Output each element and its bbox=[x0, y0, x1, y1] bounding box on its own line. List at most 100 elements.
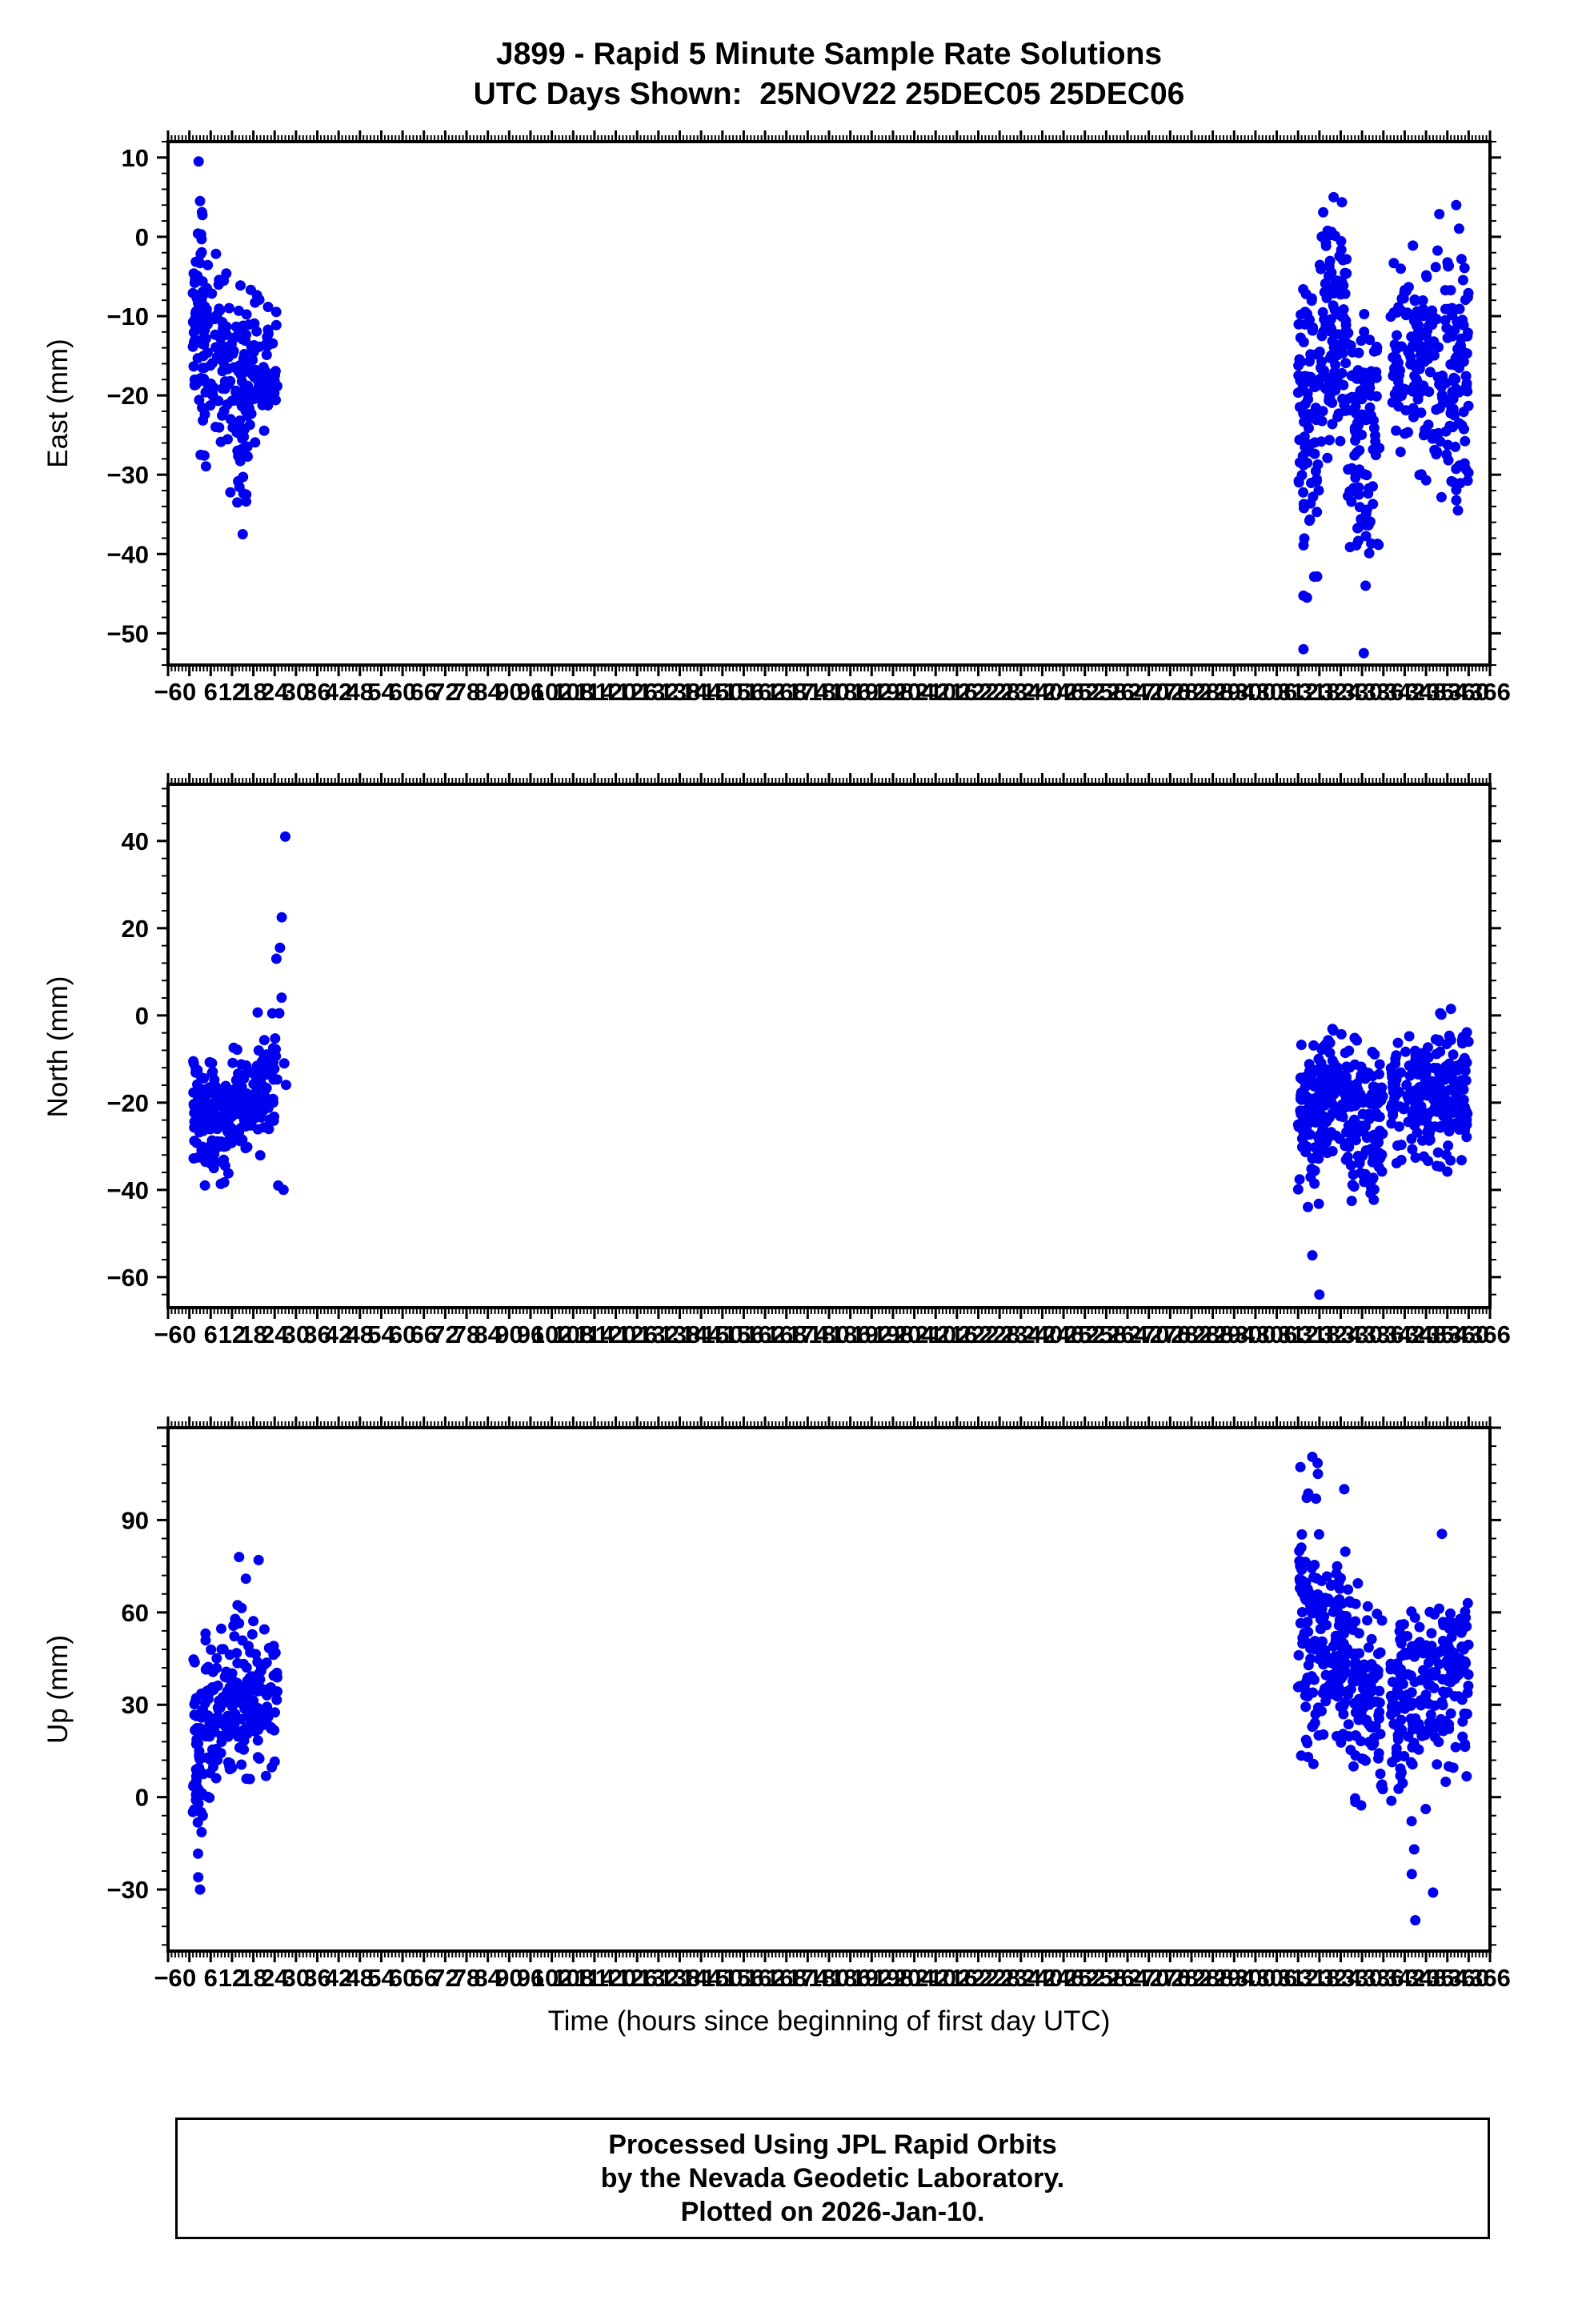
north-x-tick-label: 228 bbox=[979, 1320, 1020, 1348]
east-x-tick-label: 192 bbox=[851, 678, 892, 706]
up-x-tick-label: 144 bbox=[680, 1964, 722, 1992]
up-x-tick-label: 96 bbox=[517, 1964, 544, 1992]
north-x-tick-label: 168 bbox=[766, 1320, 807, 1348]
east-x-tick-label: 12 bbox=[218, 678, 246, 706]
east-x-tick-label: 66 bbox=[410, 678, 437, 706]
north-y-tick-label: 0 bbox=[135, 1002, 149, 1030]
east-x-tick-label: 144 bbox=[680, 678, 722, 706]
north-x-tick-label: 24 bbox=[261, 1320, 289, 1348]
up-x-tick-label: 78 bbox=[453, 1964, 480, 1992]
north-x-tick-label: 42 bbox=[325, 1320, 352, 1348]
up-x-tick-label: 162 bbox=[744, 1964, 786, 1992]
east-x-tick-label: 270 bbox=[1128, 678, 1170, 706]
east-x-tick-label: 366 bbox=[1469, 678, 1511, 706]
north-x-tick-label: 240 bbox=[1022, 1320, 1063, 1348]
north-x-tick-label: 120 bbox=[595, 1320, 637, 1348]
east-x-tick-label: 318 bbox=[1299, 678, 1340, 706]
north-x-tick-label: 126 bbox=[616, 1320, 658, 1348]
north-x-tick-label: 264 bbox=[1107, 1320, 1148, 1348]
east-x-tick-label: 228 bbox=[979, 678, 1020, 706]
east-y-tick-label: −10 bbox=[106, 303, 149, 331]
north-x-tick-label: 300 bbox=[1235, 1320, 1276, 1348]
up-x-tick-label: 102 bbox=[531, 1964, 573, 1992]
up-x-tick-label: 324 bbox=[1320, 1964, 1362, 1992]
north-x-tick-label: 252 bbox=[1064, 1320, 1106, 1348]
east-x-tick-label: 204 bbox=[894, 678, 935, 706]
up-x-tick-label: 132 bbox=[638, 1964, 679, 1992]
east-x-tick-label: 300 bbox=[1235, 678, 1276, 706]
up-x-tick-label: 282 bbox=[1171, 1964, 1212, 1992]
east-x-tick-label: 324 bbox=[1320, 678, 1362, 706]
east-x-tick-label: 258 bbox=[1086, 678, 1127, 706]
east-x-tick-label: 252 bbox=[1064, 678, 1106, 706]
east-x-tick-label: 216 bbox=[936, 678, 978, 706]
north-x-tick-label: 48 bbox=[346, 1320, 374, 1348]
up-x-tick-label: 264 bbox=[1107, 1964, 1148, 1992]
chart-subtitle: UTC Days Shown: 25NOV22 25DEC05 25DEC06 bbox=[473, 77, 1185, 111]
north-x-tick-label: 180 bbox=[808, 1320, 850, 1348]
east-x-tick-label: 114 bbox=[575, 678, 615, 706]
east-x-tick-label: 132 bbox=[638, 678, 679, 706]
north-x-tick-label: 162 bbox=[744, 1320, 786, 1348]
north-x-tick-label: 132 bbox=[638, 1320, 679, 1348]
east-x-tick-label: 36 bbox=[303, 678, 330, 706]
up-x-tick-label: 294 bbox=[1213, 1964, 1255, 1992]
east-x-tick-label: 180 bbox=[808, 678, 850, 706]
east-y-tick-label: 0 bbox=[135, 223, 149, 251]
east-x-tick-label: 294 bbox=[1213, 678, 1255, 706]
north-x-tick-label: 174 bbox=[787, 1320, 828, 1348]
chart-title: J899 - Rapid 5 Minute Sample Rate Soluti… bbox=[495, 37, 1163, 71]
up-x-tick-label: 198 bbox=[872, 1964, 914, 1992]
up-x-tick-label: 222 bbox=[958, 1964, 999, 1992]
north-frame bbox=[166, 783, 1492, 1309]
east-x-tick-label: 42 bbox=[325, 678, 352, 706]
east-x-tick-label: 150 bbox=[702, 678, 743, 706]
up-frame bbox=[166, 1426, 1492, 1953]
east-x-tick-label: 306 bbox=[1256, 678, 1298, 706]
north-x-tick-label: 144 bbox=[680, 1320, 722, 1348]
north-x-tick-label: 18 bbox=[239, 1320, 266, 1348]
north-x-tick-label: 150 bbox=[702, 1320, 743, 1348]
y-axis-title-up: Up (mm) bbox=[42, 1634, 74, 1745]
up-x-tick-label: 168 bbox=[766, 1964, 807, 1992]
east-x-tick-label: 18 bbox=[239, 678, 266, 706]
up-x-tick-label: 240 bbox=[1022, 1964, 1063, 1992]
north-x-tick-label: 84 bbox=[474, 1320, 502, 1348]
east-x-tick-label: 162 bbox=[744, 678, 786, 706]
footer-line-2: by the Nevada Geodetic Laboratory. bbox=[600, 2163, 1065, 2194]
up-x-tick-label: 66 bbox=[410, 1964, 437, 1992]
north-y-tick-label: 20 bbox=[122, 915, 149, 943]
north-x-tick-label: 0 bbox=[182, 1320, 196, 1348]
up-x-tick-label: 60 bbox=[389, 1964, 416, 1992]
up-x-tick-label: 186 bbox=[830, 1964, 871, 1992]
up-x-tick-label: 0 bbox=[182, 1964, 196, 1992]
east-x-tick-label: 30 bbox=[282, 678, 310, 706]
up-x-tick-label: 24 bbox=[261, 1964, 289, 1992]
up-x-tick-label: 84 bbox=[474, 1964, 502, 1992]
north-x-tick-label: 66 bbox=[410, 1320, 437, 1348]
north-x-tick-label: 366 bbox=[1469, 1320, 1511, 1348]
up-x-tick-label: 18 bbox=[239, 1964, 266, 1992]
north-x-tick-label: 342 bbox=[1384, 1320, 1426, 1348]
up-x-tick-label: −6 bbox=[154, 1964, 182, 1992]
up-x-tick-label: 354 bbox=[1427, 1964, 1468, 1992]
north-x-tick-label: −6 bbox=[154, 1320, 182, 1348]
east-y-tick-label: 10 bbox=[122, 144, 149, 172]
y-axis-title-north: North (mm) bbox=[42, 976, 74, 1118]
north-x-tick-label: 30 bbox=[282, 1320, 310, 1348]
north-y-tick-label: −60 bbox=[106, 1264, 149, 1292]
east-x-tick-label: −6 bbox=[154, 678, 182, 706]
north-x-tick-label: 258 bbox=[1086, 1320, 1127, 1348]
up-x-tick-label: 276 bbox=[1149, 1964, 1191, 1992]
up-x-tick-label: 174 bbox=[787, 1964, 828, 1992]
east-x-tick-label: 210 bbox=[915, 678, 956, 706]
north-x-tick-label: 204 bbox=[894, 1320, 935, 1348]
east-x-tick-label: 120 bbox=[595, 678, 637, 706]
up-x-tick-label: 120 bbox=[595, 1964, 637, 1992]
up-x-tick-label: 336 bbox=[1363, 1964, 1404, 1992]
north-x-tick-label: 186 bbox=[830, 1320, 871, 1348]
up-x-tick-label: 6 bbox=[204, 1964, 218, 1992]
east-x-tick-label: 108 bbox=[552, 678, 594, 706]
east-x-tick-label: 330 bbox=[1341, 678, 1383, 706]
